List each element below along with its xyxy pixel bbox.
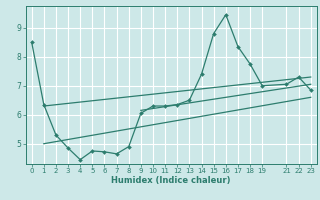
X-axis label: Humidex (Indice chaleur): Humidex (Indice chaleur) (111, 176, 231, 185)
